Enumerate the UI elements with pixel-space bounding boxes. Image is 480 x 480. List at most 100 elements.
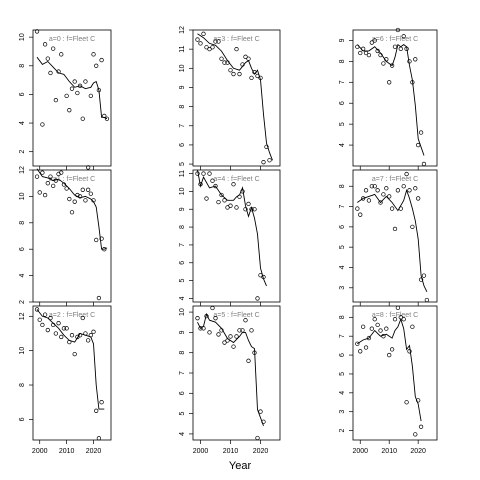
data-point bbox=[264, 144, 269, 149]
y-tick-label: 4 bbox=[19, 274, 26, 278]
fit-line bbox=[197, 33, 273, 161]
data-point bbox=[387, 194, 392, 199]
data-point bbox=[77, 194, 83, 199]
data-point bbox=[37, 317, 42, 322]
data-point bbox=[261, 419, 266, 424]
y-tick-label: 9 bbox=[179, 207, 186, 211]
data-point bbox=[243, 54, 248, 59]
data-point bbox=[410, 224, 415, 230]
data-point bbox=[104, 116, 110, 121]
data-point bbox=[225, 338, 230, 343]
data-point bbox=[395, 27, 401, 33]
data-point bbox=[421, 273, 427, 278]
panel-label: a=2 : f=Fleet C bbox=[49, 312, 95, 319]
data-point bbox=[392, 226, 398, 232]
x-tick-label: 2010 bbox=[381, 448, 397, 455]
data-point bbox=[56, 321, 61, 326]
y-tick-label: 6 bbox=[339, 101, 346, 105]
data-point bbox=[418, 130, 424, 135]
data-point bbox=[372, 184, 377, 189]
data-point bbox=[363, 50, 369, 56]
data-point bbox=[360, 46, 366, 51]
x-tick-label: 2000 bbox=[193, 448, 209, 455]
data-point bbox=[246, 56, 251, 61]
y-tick-label: 12 bbox=[19, 312, 26, 320]
data-point bbox=[42, 42, 48, 47]
data-point bbox=[96, 295, 102, 301]
data-point bbox=[59, 170, 64, 175]
y-tick-label: 6 bbox=[19, 417, 26, 421]
data-point bbox=[401, 317, 406, 322]
data-point bbox=[366, 198, 372, 203]
data-point bbox=[204, 196, 209, 201]
data-point bbox=[378, 52, 383, 58]
data-point bbox=[234, 334, 239, 339]
panel-5: a=7 : f=Fleet C 3 4 5 6 7 8 bbox=[339, 169, 438, 306]
data-point bbox=[99, 236, 104, 241]
data-point bbox=[222, 60, 227, 65]
y-tick-label: 8 bbox=[339, 315, 346, 319]
y-tick-label: 8 bbox=[339, 59, 346, 63]
data-point bbox=[398, 206, 403, 211]
y-tick-label: 7 bbox=[339, 205, 346, 209]
y-tick-label: 9 bbox=[179, 85, 186, 89]
data-point bbox=[418, 277, 424, 282]
data-point bbox=[213, 39, 218, 44]
data-point bbox=[249, 75, 254, 81]
data-point bbox=[231, 182, 236, 187]
y-tick-label: 3 bbox=[339, 286, 346, 290]
x-tick-label: 2010 bbox=[59, 448, 75, 455]
data-point bbox=[45, 56, 50, 61]
data-point bbox=[40, 322, 45, 328]
y-tick-label: 4 bbox=[19, 121, 26, 125]
data-point bbox=[64, 326, 69, 331]
data-point bbox=[410, 324, 415, 329]
data-point bbox=[45, 181, 50, 186]
fit-line bbox=[357, 188, 428, 292]
data-point bbox=[237, 194, 242, 199]
panel-label: a=7 : f=Fleet C bbox=[372, 176, 418, 183]
data-point bbox=[99, 57, 104, 63]
data-point bbox=[201, 31, 206, 36]
y-tick-label: 3 bbox=[339, 410, 346, 414]
data-point bbox=[40, 170, 45, 175]
y-tick-label: 8 bbox=[19, 221, 26, 225]
data-point bbox=[219, 192, 224, 198]
y-tick-label: 7 bbox=[339, 334, 346, 338]
data-point bbox=[228, 203, 233, 208]
data-point bbox=[258, 409, 263, 414]
y-tick-label: 10 bbox=[19, 192, 26, 200]
data-point bbox=[85, 165, 91, 170]
data-point bbox=[94, 63, 99, 68]
data-point bbox=[72, 351, 77, 357]
data-point bbox=[56, 69, 61, 74]
y-tick-label: 12 bbox=[179, 26, 186, 34]
data-point bbox=[88, 333, 93, 338]
data-point bbox=[389, 206, 395, 211]
data-point bbox=[372, 317, 377, 322]
data-point bbox=[75, 90, 80, 96]
data-point bbox=[228, 334, 233, 339]
data-point bbox=[401, 184, 406, 189]
data-point bbox=[69, 210, 75, 215]
data-point bbox=[198, 182, 203, 187]
panel-frame bbox=[32, 305, 112, 441]
data-point bbox=[398, 315, 403, 320]
data-point bbox=[85, 187, 91, 192]
data-point bbox=[375, 322, 380, 328]
y-tick-label: 8 bbox=[179, 351, 186, 355]
data-point bbox=[37, 190, 42, 195]
y-tick-label: 10 bbox=[19, 33, 26, 41]
data-point bbox=[369, 184, 374, 189]
data-point bbox=[252, 69, 257, 75]
data-point bbox=[404, 46, 409, 51]
data-point bbox=[243, 207, 248, 212]
data-point bbox=[395, 188, 401, 193]
y-tick-label: 6 bbox=[179, 391, 186, 395]
data-point bbox=[51, 183, 56, 188]
y-tick-label: 10 bbox=[179, 187, 186, 195]
data-point bbox=[69, 86, 75, 91]
data-point bbox=[83, 331, 88, 336]
data-point bbox=[216, 199, 221, 205]
